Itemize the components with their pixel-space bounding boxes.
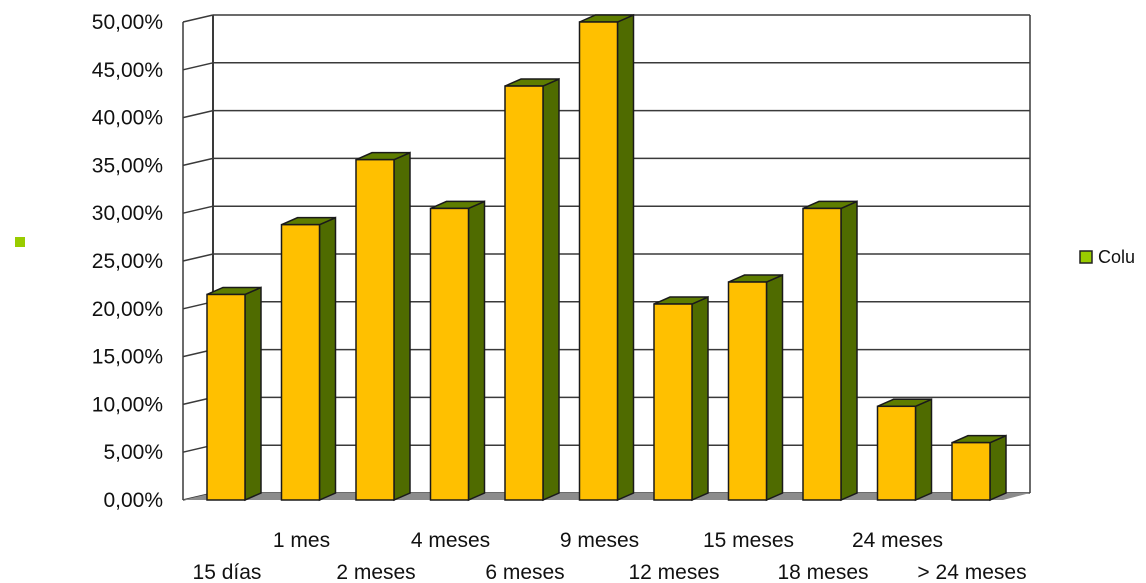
x-category-label: 1 mes xyxy=(273,529,330,552)
x-category-label: 24 meses xyxy=(852,529,943,552)
y-tick-label: 50,00% xyxy=(92,11,163,34)
bar-front xyxy=(206,293,246,501)
bar xyxy=(951,434,1007,502)
bar xyxy=(206,286,262,502)
bar-front xyxy=(280,223,321,501)
x-category-label: > 24 meses xyxy=(917,561,1026,583)
x-category-label: 15 días xyxy=(193,561,262,583)
gridline-slant xyxy=(182,253,214,262)
gridline-slant xyxy=(182,205,214,214)
bar xyxy=(429,200,486,502)
bar xyxy=(653,295,709,502)
y-tick-label: 30,00% xyxy=(92,202,163,225)
legend-label: Colu xyxy=(1098,247,1135,267)
bar xyxy=(802,200,858,502)
gridline-slant xyxy=(182,157,214,167)
gridline-slant xyxy=(182,109,214,119)
x-category-label: 4 meses xyxy=(411,529,490,552)
bar-side xyxy=(616,13,635,502)
legend-marker xyxy=(1079,250,1093,264)
bar xyxy=(876,398,933,502)
legend-left-marker xyxy=(15,237,25,247)
bar xyxy=(355,151,411,502)
bar-front xyxy=(578,21,619,501)
bar-front xyxy=(802,207,842,501)
bar-front xyxy=(876,405,917,501)
bar-front xyxy=(504,85,544,501)
y-tick-label: 10,00% xyxy=(92,393,163,416)
bar xyxy=(578,13,635,502)
bar xyxy=(280,216,337,502)
x-category-label: 2 meses xyxy=(336,561,415,583)
x-category-label: 12 meses xyxy=(628,561,719,583)
bar-side xyxy=(467,200,486,502)
x-category-label: 18 meses xyxy=(777,561,868,583)
x-axis-category-labels: 15 días 1 mes 2 meses 4 meses 6 meses 9 meses… xyxy=(193,529,1027,583)
y-tick-label: 35,00% xyxy=(92,154,163,177)
y-tick-label: 15,00% xyxy=(92,346,163,369)
bar-front xyxy=(727,281,768,501)
gridline-slant xyxy=(182,14,214,23)
y-tick-label: 5,00% xyxy=(103,441,163,464)
gridline-slant xyxy=(182,62,214,71)
chart-legend: Colu xyxy=(15,237,1135,267)
y-tick-label: 20,00% xyxy=(92,298,163,321)
x-category-label: 15 meses xyxy=(703,529,794,552)
chart-bars xyxy=(206,13,1007,502)
x-category-label: 9 meses xyxy=(560,529,639,552)
y-tick-label: 40,00% xyxy=(92,107,163,130)
y-tick-label: 0,00% xyxy=(103,489,163,512)
bar xyxy=(504,77,560,502)
bar-side xyxy=(765,273,784,502)
y-tick-label: 25,00% xyxy=(92,250,163,273)
y-tick-label: 45,00% xyxy=(92,59,163,82)
bar-side xyxy=(393,151,411,502)
bar-front xyxy=(951,441,991,501)
bar-side xyxy=(691,295,709,502)
bar-front xyxy=(653,303,693,501)
bar-side xyxy=(840,200,858,502)
bar-side xyxy=(318,216,337,502)
bar-front xyxy=(355,158,395,501)
bar-side xyxy=(244,286,262,502)
bar-side xyxy=(542,77,560,502)
bar-front xyxy=(429,207,470,501)
bar-side xyxy=(914,398,933,502)
x-category-label: 6 meses xyxy=(485,561,564,583)
y-axis-tick-labels: 0,00% 5,00% 10,00% 15,00% 20,00% 25,00% 30,00%… xyxy=(92,11,163,512)
bar xyxy=(727,273,784,502)
bar-side xyxy=(989,434,1007,502)
